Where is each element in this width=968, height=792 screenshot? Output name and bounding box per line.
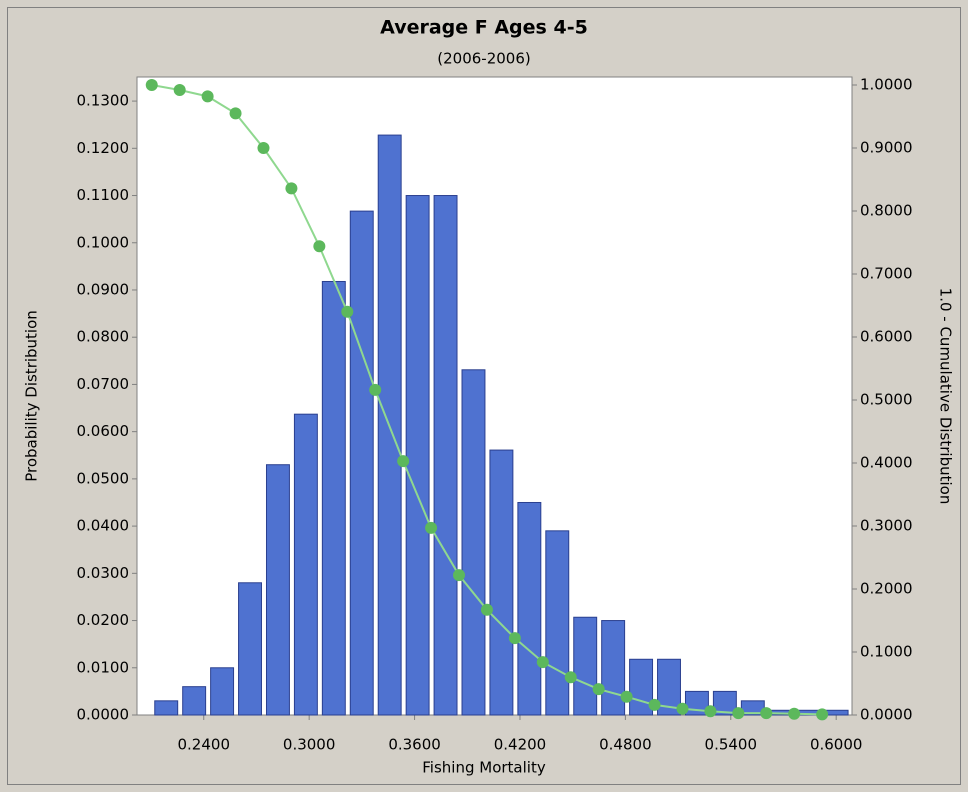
- y-tick-label: 0.0500: [77, 469, 130, 487]
- cumulative-point: [592, 683, 605, 696]
- x-tick-label: 0.3600: [388, 736, 441, 754]
- cumulative-point: [145, 79, 158, 92]
- bar: [182, 686, 207, 716]
- bar: [629, 658, 654, 716]
- bar: [154, 700, 179, 716]
- y-axis-label: Probability Distribution: [23, 310, 41, 482]
- cumulative-point: [704, 705, 717, 718]
- y2-tick-label: 0.5000: [860, 391, 913, 409]
- bar: [601, 620, 626, 716]
- cumulative-point: [816, 708, 829, 721]
- cumulative-point: [369, 383, 382, 396]
- y-tick-label: 0.0300: [77, 564, 130, 582]
- x-tick-label: 0.6000: [810, 736, 863, 754]
- cumulative-point: [788, 707, 801, 720]
- cumulative-point: [648, 698, 661, 711]
- y2-tick-label: 0.2000: [860, 580, 913, 598]
- bar: [238, 582, 262, 716]
- bar: [210, 667, 235, 716]
- cumulative-point: [760, 707, 773, 720]
- cumulative-point: [732, 707, 745, 720]
- bar: [349, 210, 374, 716]
- bar: [489, 449, 514, 716]
- cumulative-point: [676, 702, 689, 715]
- y-tick-label: 0.0000: [77, 706, 130, 724]
- bar: [321, 280, 346, 716]
- y-tick-label: 0.0800: [77, 328, 130, 346]
- bar: [824, 709, 849, 716]
- cumulative-point: [508, 632, 521, 645]
- y-tick-label: 0.1200: [77, 139, 130, 157]
- bar: [293, 413, 318, 716]
- bar: [433, 195, 458, 716]
- cumulative-point: [397, 455, 410, 468]
- y-tick-label: 0.1300: [77, 92, 130, 110]
- cumulative-point: [536, 656, 549, 669]
- bar: [405, 195, 430, 716]
- cumulative-point: [341, 305, 354, 318]
- bar: [657, 658, 681, 716]
- y-tick-label: 0.0200: [77, 611, 130, 629]
- y-tick-label: 0.0900: [77, 280, 130, 298]
- y-tick-label: 0.0600: [77, 422, 130, 440]
- y2-tick-label: 1.0000: [860, 76, 913, 94]
- cumulative-point: [257, 142, 270, 155]
- x-tick-label: 0.4200: [494, 736, 547, 754]
- y-tick-label: 0.0400: [77, 517, 130, 535]
- cumulative-point: [620, 690, 633, 703]
- y-tick-label: 0.0700: [77, 375, 130, 393]
- cumulative-point: [564, 671, 577, 684]
- bar: [712, 690, 737, 716]
- y-tick-label: 0.0100: [77, 658, 130, 676]
- y2-tick-label: 0.3000: [860, 517, 913, 535]
- x-axis-label: Fishing Mortality: [422, 759, 546, 777]
- cumulative-point: [285, 182, 298, 195]
- y2-tick-label: 0.1000: [860, 643, 913, 661]
- x-tick-label: 0.2400: [178, 736, 231, 754]
- cumulative-point: [425, 521, 438, 534]
- cumulative-point: [480, 603, 493, 616]
- y2-tick-label: 0.8000: [860, 202, 913, 220]
- cumulative-point: [173, 84, 186, 97]
- bar: [265, 464, 290, 716]
- cumulative-point: [229, 107, 242, 120]
- y2-tick-label: 0.6000: [860, 328, 913, 346]
- bar: [517, 501, 542, 716]
- y-tick-label: 0.1100: [77, 186, 130, 204]
- x-tick-label: 0.5400: [705, 736, 758, 754]
- bar: [461, 369, 486, 716]
- x-tick-label: 0.3000: [283, 736, 336, 754]
- y2-tick-label: 0.0000: [860, 706, 913, 724]
- cumulative-point: [453, 569, 466, 582]
- y2-tick-label: 0.9000: [860, 139, 913, 157]
- bar: [545, 530, 570, 716]
- y2-tick-label: 0.7000: [860, 265, 913, 283]
- chart-subtitle: (2006-2006): [437, 50, 530, 68]
- x-tick-label: 0.4800: [599, 736, 652, 754]
- y2-tick-label: 0.4000: [860, 454, 913, 472]
- cumulative-point: [201, 90, 214, 103]
- frame: [7, 7, 961, 785]
- bar: [573, 616, 598, 716]
- chart-title: Average F Ages 4-5: [380, 17, 588, 39]
- cumulative-point: [313, 240, 326, 253]
- y2-axis-label: 1.0 - Cumulative Distribution: [937, 288, 955, 505]
- y-tick-label: 0.1000: [77, 233, 130, 251]
